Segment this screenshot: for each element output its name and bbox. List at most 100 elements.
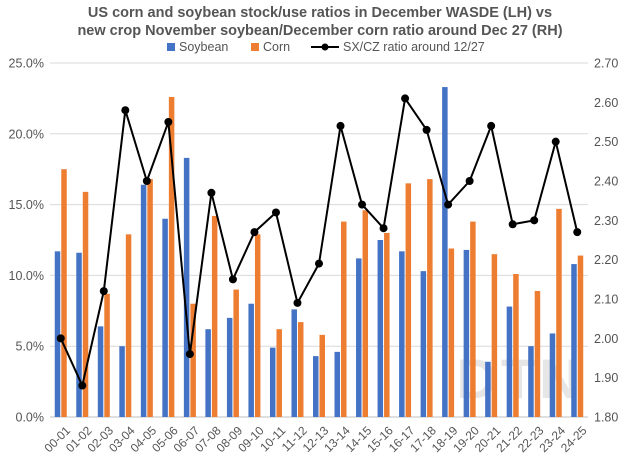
corn-bar	[254, 234, 261, 417]
ratio-point	[250, 228, 259, 237]
chart-title: US corn and soybean stock/use ratios in …	[77, 5, 562, 39]
legend-label-soybean: Soybean	[179, 40, 228, 54]
soybean-bar	[377, 240, 384, 417]
right-axis-tick-label: 2.40	[594, 175, 618, 189]
right-axis-tick-label: 2.20	[594, 253, 618, 267]
ratio-point	[99, 287, 108, 296]
ratio-point	[121, 106, 130, 115]
corn-bar	[362, 210, 369, 417]
soybean-bar	[506, 306, 513, 417]
chart-title-line-2: new crop November soybean/December corn …	[77, 23, 562, 39]
corn-bar	[341, 221, 347, 417]
legend-swatch-ratio-marker	[321, 43, 329, 51]
left-axis-tick-label: 25.0%	[9, 57, 44, 71]
left-axis-tick-label: 20.0%	[9, 127, 44, 141]
soybean-bar	[399, 251, 405, 417]
ratio-point	[336, 121, 345, 130]
soybean-bar	[119, 346, 125, 417]
ratio-point	[271, 208, 280, 217]
right-axis-tick-label: 1.80	[594, 411, 618, 425]
ratio-point	[315, 259, 323, 268]
corn-bar	[233, 289, 239, 417]
ratio-line-series	[56, 94, 582, 390]
gridlines	[50, 62, 588, 418]
legend: Soybean Corn SX/CZ ratio around 12/27	[167, 40, 485, 54]
corn-bar	[534, 290, 541, 417]
ratio-point	[530, 216, 539, 225]
ratio-point	[551, 137, 560, 146]
corn-bar	[147, 179, 153, 417]
ratio-point	[401, 94, 410, 103]
soybean-bar	[528, 346, 534, 417]
corn-bar	[319, 334, 325, 417]
ratio-point	[422, 125, 431, 134]
corn-bar	[82, 191, 89, 417]
soybean-bar	[420, 271, 427, 417]
corn-bar	[556, 208, 562, 417]
corn-bar	[470, 221, 476, 417]
corn-bar	[491, 254, 498, 417]
x-axis-ticks: 00-0101-0202-0303-0404-0505-0606-0707-08…	[41, 423, 589, 455]
ratio-point	[465, 177, 474, 185]
ratio-point	[444, 200, 453, 209]
legend-swatch-soybean	[167, 43, 175, 51]
soybean-bar	[463, 249, 470, 417]
soybean-bar	[571, 264, 577, 417]
soybean-bar	[183, 157, 190, 417]
left-axis-tick-label: 10.0%	[9, 269, 44, 283]
soybean-bar	[97, 326, 104, 417]
corn-bar	[104, 293, 110, 417]
soybean-bar	[162, 218, 168, 417]
corn-bar	[384, 232, 390, 417]
corn-bar	[427, 179, 433, 417]
ratio-point	[228, 275, 237, 284]
corn-bar	[276, 329, 282, 417]
right-axis-tick-label: 2.50	[594, 135, 618, 149]
left-axis-ticks: 0.0% 5.0% 10.0% 15.0% 20.0% 25.0%	[9, 57, 44, 425]
left-axis-tick-label: 5.0%	[16, 340, 45, 354]
soybean-bar	[356, 258, 362, 417]
corn-bar	[190, 303, 196, 417]
corn-bar	[405, 183, 412, 417]
soybean-bar	[248, 303, 254, 417]
soybean-bar	[334, 351, 341, 417]
corn-bar	[61, 169, 67, 417]
corn-bar	[297, 322, 304, 417]
soybean-bar	[442, 87, 448, 418]
right-axis-tick-label: 2.60	[594, 96, 618, 110]
right-axis-tick-label: 2.00	[594, 332, 618, 346]
bar-series	[54, 87, 584, 418]
soybean-bar	[269, 347, 276, 417]
ratio-point	[573, 228, 582, 237]
ratio-line	[59, 97, 579, 387]
left-axis-tick-label: 15.0%	[9, 198, 44, 212]
ratio-point	[164, 118, 173, 126]
corn-bar	[211, 215, 218, 417]
corn-bar	[577, 255, 584, 417]
right-axis-tick-label: 2.10	[594, 293, 618, 307]
legend-swatch-corn	[251, 43, 259, 51]
ratio-point	[487, 121, 496, 130]
ratio-point	[358, 200, 367, 209]
corn-bar	[125, 234, 132, 417]
ratio-point	[185, 350, 194, 359]
right-axis-tick-label: 2.30	[594, 214, 618, 228]
soybean-bar	[54, 251, 61, 417]
ratio-point	[293, 298, 302, 307]
ratio-point	[207, 188, 216, 197]
soybean-bar	[313, 356, 319, 417]
legend-label-corn: Corn	[263, 40, 290, 54]
x-axis-tick-label: 24-25	[558, 423, 590, 455]
ratio-point	[78, 381, 87, 390]
soybean-bar	[485, 361, 491, 417]
corn-bar	[168, 96, 175, 417]
soybean-bar	[205, 329, 211, 417]
soybean-bar	[140, 184, 147, 417]
right-axis-tick-label: 2.70	[594, 57, 618, 71]
ratio-point	[508, 220, 517, 229]
corn-bar	[448, 248, 455, 417]
soybean-bar	[549, 333, 556, 417]
corn-bar	[513, 273, 519, 417]
